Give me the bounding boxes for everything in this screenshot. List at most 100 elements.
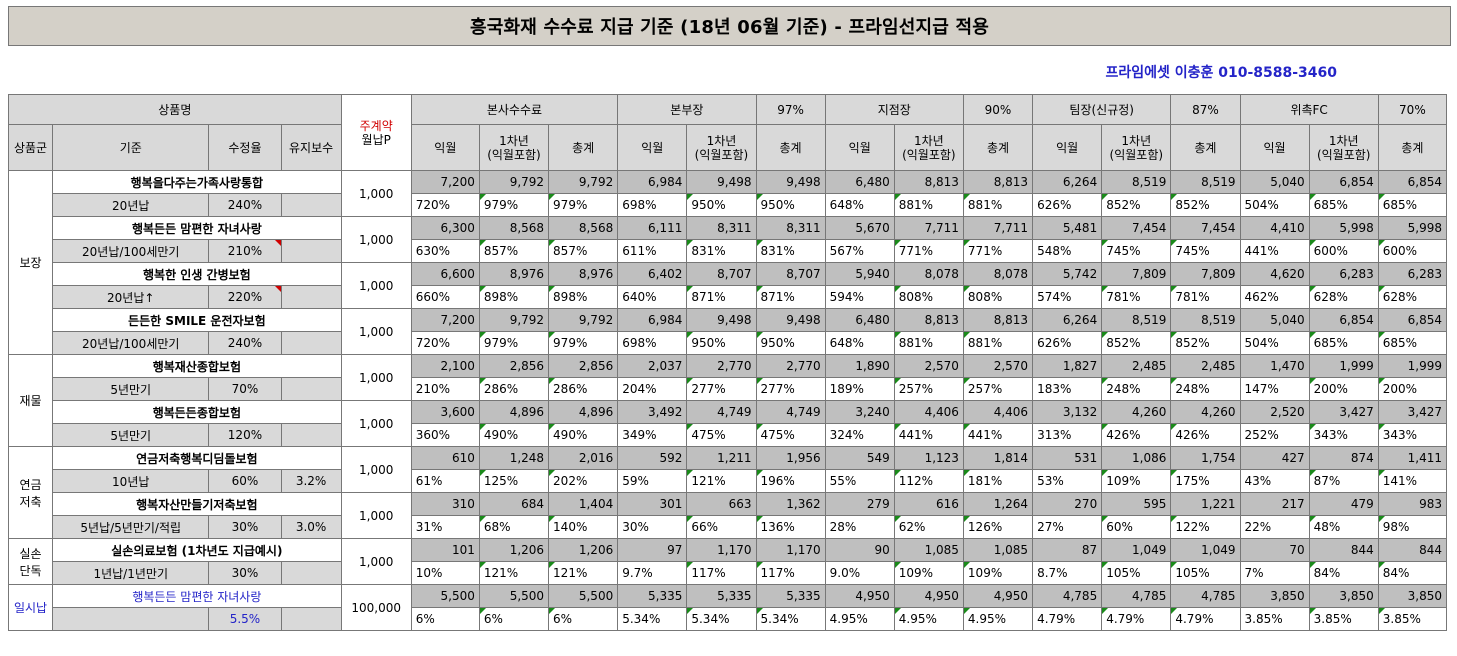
- commission-amount: 8,078: [962, 262, 1034, 286]
- commission-amount: 4,260: [1170, 400, 1241, 424]
- commission-percent: 720%: [410, 193, 480, 217]
- commission-amount: 2,485: [1170, 354, 1241, 378]
- commission-amount: 663: [686, 492, 757, 516]
- commission-amount: 1,264: [962, 492, 1034, 516]
- commission-percent: 84%: [1308, 561, 1379, 585]
- commission-percent: 857%: [548, 239, 619, 263]
- commission-amount: 8,707: [686, 262, 757, 286]
- commission-amount: 1,123: [893, 446, 964, 470]
- sub-col-header: 총계: [1377, 124, 1448, 171]
- commission-amount: 8,813: [962, 308, 1034, 332]
- commission-amount: 6,300: [410, 216, 480, 240]
- commission-percent: 121%: [686, 469, 757, 493]
- commission-amount: 3,240: [824, 400, 895, 424]
- commission-amount: 4,260: [1101, 400, 1172, 424]
- commission-amount: 4,950: [893, 584, 964, 608]
- commission-percent: 3.85%: [1239, 607, 1310, 631]
- commission-percent: 771%: [893, 239, 964, 263]
- product-group: 연금 저축: [7, 446, 54, 539]
- table-row: 1년납/1년만기 30% 10% 121% 121% 9.7% 117% 117% 9.0% 10…: [9, 561, 1448, 585]
- sub-col-header: 1차년 (익월포함): [686, 124, 757, 171]
- commission-amount: 6,480: [824, 308, 895, 332]
- table-row: 실손 단독 실손의료보험 (1차년도 지급예시) 1,000 101 1,206 1,206…: [7, 538, 1448, 585]
- commission-amount: 4,410: [1239, 216, 1310, 240]
- commission-amount: 6,283: [1377, 262, 1448, 286]
- table-row: 5.5% 6% 6% 6% 5.34% 5.34% 5.34% 4.95% 4.95% 4.95%…: [9, 607, 1448, 631]
- sub-col-header: 익월: [1239, 124, 1310, 171]
- commission-percent: 126%: [962, 515, 1034, 539]
- commission-percent: 183%: [1032, 377, 1103, 401]
- commission-percent: 490%: [478, 423, 550, 447]
- commission-percent: 611%: [617, 239, 688, 263]
- sub-col-header: 익월: [617, 124, 688, 171]
- commission-percent: 7%: [1239, 561, 1310, 585]
- commission-amount: 5,335: [686, 584, 757, 608]
- maintenance-fee: [280, 561, 342, 585]
- commission-amount: 2,570: [893, 354, 964, 378]
- rate-col-header: 수정율: [208, 124, 282, 171]
- commission-amount: 70: [1239, 538, 1310, 562]
- commission-percent: 109%: [1101, 469, 1172, 493]
- commission-amount: 1,170: [755, 538, 826, 562]
- product-name: 행복든든 맘편한 자녀사랑: [52, 584, 342, 608]
- product-header: 상품명: [8, 94, 342, 125]
- monthly-premium: 1,000: [340, 446, 412, 493]
- commission-percent: 4.95%: [893, 607, 964, 631]
- commission-percent: 66%: [686, 515, 757, 539]
- commission-amount: 2,520: [1239, 400, 1310, 424]
- commission-amount: 595: [1101, 492, 1172, 516]
- commission-percent: 286%: [548, 377, 619, 401]
- commission-amount: 5,500: [478, 584, 550, 608]
- commission-percent: 343%: [1308, 423, 1379, 447]
- commission-percent: 248%: [1170, 377, 1241, 401]
- product-group: 재물: [7, 354, 54, 447]
- payment-criteria: 20년납/100세만기: [52, 331, 210, 355]
- commission-percent: 881%: [962, 331, 1034, 355]
- commission-amount: 684: [478, 492, 550, 516]
- commission-percent: 147%: [1239, 377, 1310, 401]
- commission-amount: 4,896: [478, 400, 550, 424]
- commission-percent: 548%: [1032, 239, 1103, 263]
- commission-amount: 8,976: [478, 262, 550, 286]
- commission-amount: 1,999: [1377, 354, 1448, 378]
- payment-criteria: 20년납/100세만기: [52, 239, 210, 263]
- maintenance-fee: [280, 607, 342, 631]
- payment-criteria: 5년납/5년만기/적립: [52, 515, 210, 539]
- commission-percent: 8.7%: [1032, 561, 1103, 585]
- commission-amount: 5,335: [617, 584, 688, 608]
- commission-percent: 831%: [686, 239, 757, 263]
- commission-amount: 1,211: [686, 446, 757, 470]
- commission-percent: 59%: [617, 469, 688, 493]
- commission-percent: 125%: [478, 469, 550, 493]
- commission-percent: 462%: [1239, 285, 1310, 309]
- monthly-premium: 1,000: [340, 262, 412, 309]
- commission-amount: 8,311: [686, 216, 757, 240]
- commission-amount: 479: [1308, 492, 1379, 516]
- commission-percent: 950%: [686, 331, 757, 355]
- commission-amount: 4,896: [548, 400, 619, 424]
- monthly-premium: 100,000: [340, 584, 412, 631]
- commission-percent: 979%: [478, 331, 550, 355]
- monthly-premium: 1,000: [340, 354, 412, 401]
- commission-percent: 441%: [1239, 239, 1310, 263]
- table-row: 재물 행복재산종합보험 1,000 2,100 2,856 2,856 2,037 2,770…: [7, 354, 1448, 447]
- commission-amount: 6,283: [1308, 262, 1379, 286]
- commission-amount: 1,404: [548, 492, 619, 516]
- sub-col-header: 익월: [824, 124, 895, 171]
- commission-percent: 808%: [893, 285, 964, 309]
- sub-col-header: 익월: [410, 124, 480, 171]
- commission-amount: 1,049: [1170, 538, 1241, 562]
- maintenance-fee: [280, 331, 342, 355]
- commission-amount: 3,850: [1377, 584, 1448, 608]
- commission-percent: 4.79%: [1032, 607, 1103, 631]
- commission-amount: 8,519: [1101, 308, 1172, 332]
- commission-percent: 475%: [755, 423, 826, 447]
- commission-amount: 8,519: [1170, 308, 1241, 332]
- commission-percent: 121%: [478, 561, 550, 585]
- section-fc: 위촉FC: [1239, 94, 1379, 125]
- commission-amount: 1,362: [755, 492, 826, 516]
- commission-percent: 4.79%: [1170, 607, 1241, 631]
- commission-amount: 1,086: [1101, 446, 1172, 470]
- commission-amount: 5,742: [1032, 262, 1103, 286]
- commission-percent: 324%: [824, 423, 895, 447]
